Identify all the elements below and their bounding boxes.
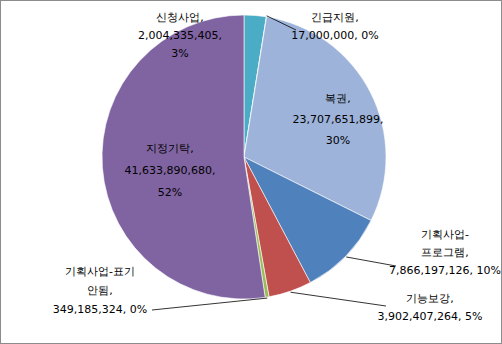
label-text: 프로그램 xyxy=(421,246,465,259)
slices xyxy=(102,15,386,299)
label-text: 3,902,407,264 xyxy=(378,310,458,323)
data-label-line: 복권, xyxy=(325,92,351,105)
label-text: 349,185,324 xyxy=(53,303,123,316)
label-text: 0% xyxy=(361,29,378,42)
leader-line xyxy=(267,16,296,30)
label-text: 안됨 xyxy=(87,284,109,297)
label-text: 7,866,197,126 xyxy=(389,264,469,277)
label-separator: , xyxy=(355,11,359,24)
label-text: 23,707,651,899 xyxy=(293,113,380,126)
label-separator: , xyxy=(465,246,469,259)
data-label-line: 17,000,000, 0% xyxy=(291,29,378,42)
data-label-line: 3% xyxy=(171,47,188,60)
leader-line xyxy=(291,292,386,306)
label-separator: , xyxy=(450,292,454,305)
data-label-line: 52% xyxy=(158,186,182,199)
label-text: 41,633,890,680 xyxy=(125,164,212,177)
label-separator: , xyxy=(347,92,351,105)
label-text: 30% xyxy=(326,134,350,147)
label-separator: , xyxy=(109,284,113,297)
label-text: 기획사업-표기 xyxy=(65,265,135,278)
data-label-line: 3,902,407,264, 5% xyxy=(378,310,483,323)
label-text: 기능보강 xyxy=(406,292,450,305)
label-text: 신청사업 xyxy=(156,11,200,24)
label-text: 10% xyxy=(477,264,501,277)
label-separator: , xyxy=(190,142,194,155)
data-label-line: 기획사업-표기 xyxy=(65,265,135,278)
label-text: 0% xyxy=(130,303,147,316)
data-label-line: 기능보강, xyxy=(406,292,454,305)
data-label-line: 신청사업, xyxy=(156,11,204,24)
data-label-line: 기획사업- xyxy=(421,228,469,241)
data-label-line: 2,004,335,405, xyxy=(138,29,222,42)
data-label-line: 23,707,651,899, xyxy=(293,113,384,126)
chart-container: 신청사업,2,004,335,405,3%긴급지원,17,000,000, 0%… xyxy=(0,0,502,344)
leader-lines xyxy=(152,16,396,310)
data-label-line: 30% xyxy=(326,134,350,147)
label-separator: , xyxy=(200,11,204,24)
data-label-line: 지정기탁, xyxy=(146,142,194,155)
label-text: 기획사업- xyxy=(421,228,469,241)
leader-line xyxy=(152,298,267,310)
label-text: 5% xyxy=(465,310,482,323)
data-label-line: 안됨, xyxy=(87,284,113,297)
data-label-line: 349,185,324, 0% xyxy=(53,303,147,316)
label-text: 17,000,000 xyxy=(291,29,354,42)
chart-frame xyxy=(1,1,502,344)
label-text: 2,004,335,405 xyxy=(138,29,218,42)
label-text: 긴급지원 xyxy=(311,11,355,24)
label-separator: , xyxy=(212,164,216,177)
data-labels: 신청사업,2,004,335,405,3%긴급지원,17,000,000, 0%… xyxy=(53,11,501,323)
label-text: 3% xyxy=(171,47,188,60)
data-label-line: 긴급지원, xyxy=(311,11,359,24)
chart-svg: 신청사업,2,004,335,405,3%긴급지원,17,000,000, 0%… xyxy=(0,0,502,344)
label-text: 지정기탁 xyxy=(146,142,190,155)
label-separator: , xyxy=(380,113,384,126)
label-text: 52% xyxy=(158,186,182,199)
data-label-line: 41,633,890,680, xyxy=(125,164,216,177)
label-text: 복권 xyxy=(325,92,347,105)
pie-slice xyxy=(102,15,265,299)
data-label-line: 프로그램, xyxy=(421,246,469,259)
data-label-line: 7,866,197,126, 10% xyxy=(389,264,501,277)
label-separator: , xyxy=(218,29,222,42)
